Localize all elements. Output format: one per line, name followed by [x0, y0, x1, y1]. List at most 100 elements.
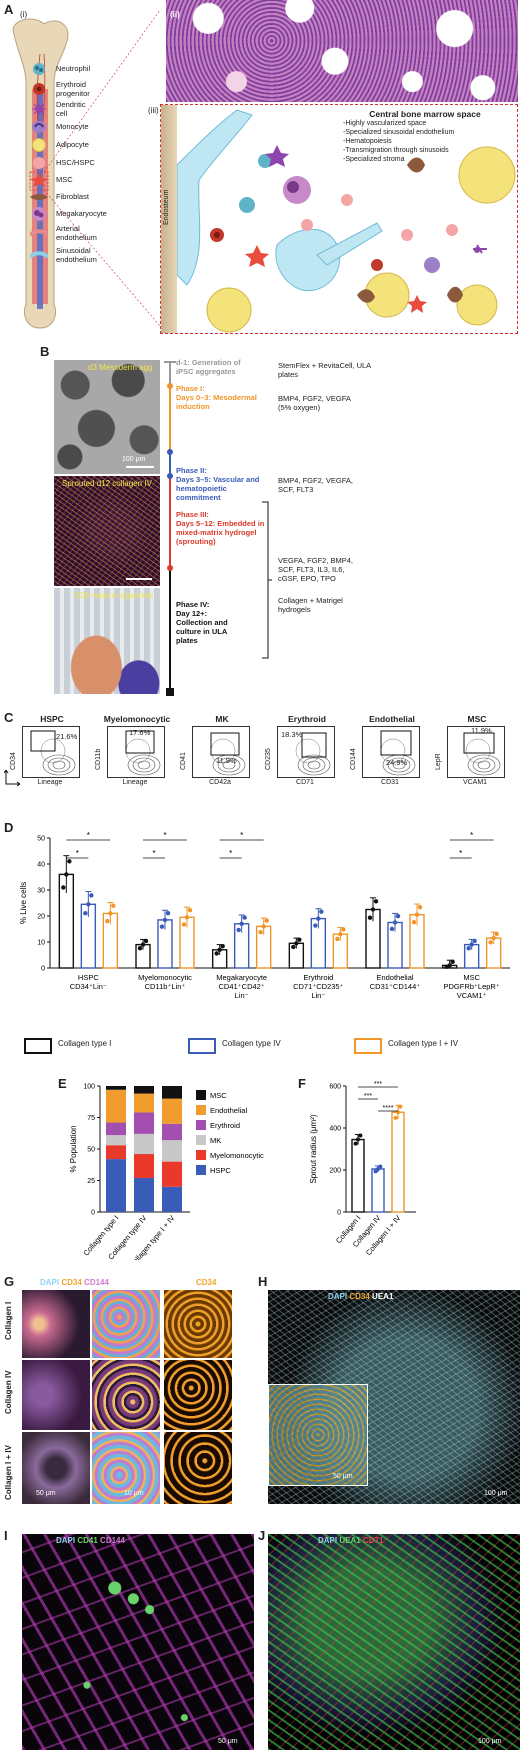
x-tick-label: VCAM1⁺ — [457, 991, 487, 1000]
data-point — [370, 907, 376, 912]
cd41-label: CD41 — [77, 1536, 98, 1545]
scale-label: 10 μm — [124, 1490, 144, 1497]
legend-swatch — [196, 1120, 206, 1130]
g-image-row1-cd34 — [164, 1290, 232, 1358]
data-point — [494, 931, 499, 937]
panel-b-label: B — [40, 344, 50, 359]
y-tick-label: 200 — [329, 1168, 341, 1175]
panel-a-i-label: (i) — [20, 10, 28, 19]
cd34-label: CD34 — [349, 1292, 370, 1301]
data-point — [313, 923, 318, 928]
legend-label: Collagen type I — [58, 1039, 112, 1048]
panel-e-label: E — [58, 1076, 67, 1091]
data-point — [411, 919, 417, 925]
data-point — [61, 885, 66, 890]
data-point — [319, 909, 324, 914]
contour-plot — [125, 730, 161, 776]
data-point — [491, 935, 496, 941]
legend-swatch — [196, 1105, 206, 1115]
legend-label: Sinusoidal endothelium — [56, 246, 97, 264]
phase-step: Phase IV: Day 12+: Collection and cultur… — [176, 600, 228, 645]
legend-label: Endothelial — [210, 1106, 247, 1115]
cd71-label: CD71 — [362, 1536, 384, 1545]
data-point — [398, 1104, 403, 1109]
data-point — [353, 1141, 358, 1146]
legend-label: HSC/HSPC — [56, 158, 95, 167]
axis-label-y: CD144 — [350, 748, 357, 770]
h-inset: 50 μm — [268, 1384, 368, 1486]
histology-image — [166, 0, 518, 102]
data-point — [488, 940, 493, 945]
dapi-label: DAPI — [328, 1292, 348, 1301]
stacked-bar-segment — [162, 1140, 182, 1162]
h-header: DAPI CD34 UEA1 — [328, 1292, 393, 1301]
y-tick-label: 50 — [37, 836, 45, 843]
data-point — [165, 910, 171, 916]
data-point — [367, 915, 373, 920]
x-tick-label: PDGFRb⁺LepR⁺ — [444, 982, 500, 991]
stacked-bar-segment — [162, 1098, 182, 1124]
contour-plot — [295, 732, 331, 776]
data-point — [393, 1115, 398, 1120]
panel-f-label: F — [298, 1076, 306, 1091]
h-image: DAPI CD34 UEA1 50 μm 100 μm — [268, 1290, 520, 1504]
facs-plot — [277, 726, 335, 778]
data-point — [373, 899, 379, 904]
axis-label-x: Lineage — [37, 779, 63, 786]
legend-swatch — [196, 1150, 206, 1160]
panel-h-label: H — [258, 1274, 268, 1289]
marrow-cells — [177, 109, 516, 333]
gate-percent: 17.6% — [129, 728, 151, 737]
y-tick-label: 100 — [83, 1084, 95, 1091]
y-tick-label: 30 — [37, 888, 45, 895]
significance-label: * — [240, 831, 243, 840]
bracket-text: Collagen + Matrigel hydrogels — [278, 596, 343, 614]
scale-bar — [126, 578, 152, 580]
stacked-bar-segment — [134, 1154, 154, 1178]
marrow-point: -Highly vascularized space — [343, 120, 427, 127]
panel-g-header: DAPI CD34 CD144 — [40, 1278, 109, 1287]
significance-label: * — [76, 849, 79, 858]
gate-title: Myelomonocytic — [103, 714, 171, 724]
legend-label: Fibroblast — [56, 192, 89, 201]
panel-a-iii-label: (iii) — [148, 106, 159, 115]
data-point — [414, 912, 420, 917]
panel-a-legend: Neutrophil Erythroid progenitor Dendriti… — [0, 0, 160, 340]
legend-label: Adipocyte — [56, 140, 89, 149]
phase-step: Phase I: Days 0–3: Mesodermal induction — [176, 384, 257, 411]
organoid-label: D18 mature organoids — [74, 591, 154, 600]
x-tick-label: Megakaryocyte — [216, 973, 267, 982]
panel-g-header-right: CD34 — [196, 1278, 217, 1287]
data-point — [105, 918, 110, 924]
chart-d-legend: Collagen type I Collagen type IV Collage… — [0, 1032, 520, 1056]
x-tick-label: Lin⁻ — [235, 991, 249, 1000]
scale-label: 50 μm — [218, 1738, 238, 1745]
stacked-bar-segment — [106, 1086, 126, 1090]
phase-step: Phase II: Days 3–5: Vascular and hematop… — [176, 466, 260, 502]
erythroid-icon — [30, 82, 48, 96]
axis-label-x: VCAM1 — [462, 779, 488, 786]
data-point — [294, 941, 299, 946]
gate-percent: 18.3% — [281, 730, 303, 739]
dendritic-icon — [30, 102, 48, 116]
stacked-bar-segment — [106, 1159, 126, 1212]
j-header: DAPI UEA1 CD71 — [318, 1536, 383, 1545]
cd144-label: CD144 — [100, 1536, 125, 1545]
legend-label: Monocyte — [56, 122, 89, 131]
organoid-image: D18 mature organoids — [54, 588, 160, 694]
data-point — [297, 937, 302, 942]
phase-step: Phase III: Days 5–12: Embedded in mixed-… — [176, 510, 265, 546]
data-point — [181, 922, 187, 927]
marrow-title: Central bone marrow space — [369, 109, 481, 119]
facs-plot — [22, 726, 80, 778]
scale-label: 100 μm — [122, 456, 146, 463]
panel-g-label: G — [4, 1274, 15, 1289]
dapi-label: DAPI — [56, 1536, 76, 1545]
sprout-label: Sprouted d12 collagen IV — [62, 479, 152, 488]
panel-j-label: J — [258, 1528, 266, 1543]
facs-plot — [447, 726, 505, 778]
legend-label: Erythroid — [210, 1121, 240, 1130]
panel-c-label: C — [4, 710, 14, 725]
